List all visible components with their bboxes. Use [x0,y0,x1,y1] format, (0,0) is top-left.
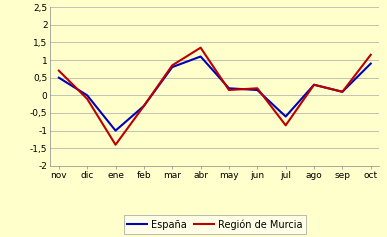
España [312,83,316,86]
Región de Murcia [255,87,260,90]
Región de Murcia [142,105,146,107]
Región de Murcia [113,143,118,146]
Región de Murcia [85,97,89,100]
España [142,105,146,107]
España [255,89,260,91]
España [85,94,89,97]
Región de Murcia [57,69,61,72]
Legend: España, Región de Murcia: España, Región de Murcia [123,215,306,233]
Región de Murcia [170,64,175,67]
España [113,129,118,132]
España [170,66,175,68]
España [198,55,203,58]
Región de Murcia [340,90,345,93]
Región de Murcia [312,83,316,86]
Región de Murcia [283,124,288,127]
Región de Murcia [198,46,203,49]
Región de Murcia [227,89,231,91]
España [57,76,61,79]
Región de Murcia [368,53,373,56]
Line: España: España [59,56,371,131]
España [368,62,373,65]
España [340,90,345,93]
Line: Región de Murcia: Región de Murcia [59,48,371,145]
España [283,115,288,118]
España [227,87,231,90]
